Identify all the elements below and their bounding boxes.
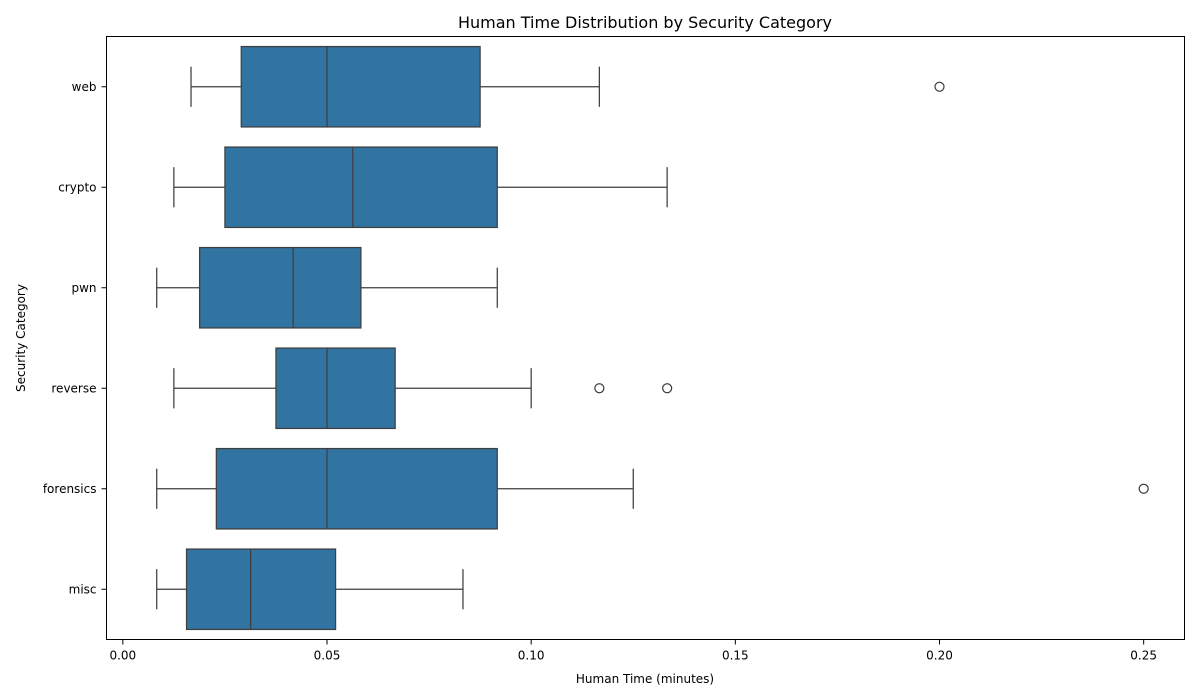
y-tick-label: web: [72, 80, 97, 94]
box-group-forensics: [156, 447, 1149, 530]
x-tick-label: 0.20: [926, 649, 953, 663]
y-tick-label: reverse: [51, 381, 96, 395]
y-tick-label: forensics: [43, 482, 97, 496]
box-iqr: [275, 347, 396, 430]
box-group-misc: [156, 548, 464, 631]
x-tick-label: 0.10: [518, 649, 545, 663]
y-axis-label: Security Category: [14, 284, 28, 392]
x-axis-label: Human Time (minutes): [576, 672, 714, 686]
box-group-crypto: [173, 146, 668, 229]
x-axis: 0.00 0.05 0.10 0.15 0.20 0.25: [109, 639, 1157, 663]
box-iqr: [198, 246, 362, 329]
y-axis: web crypto pwn reverse forensics misc: [43, 80, 107, 596]
box-group-web: [190, 45, 945, 128]
outlier-point: [1138, 483, 1149, 494]
outlier-point: [662, 383, 673, 394]
box-group-reverse: [173, 347, 673, 430]
box-iqr: [240, 45, 481, 128]
box-iqr: [185, 548, 337, 631]
box-iqr: [215, 447, 498, 530]
x-tick-label: 0.15: [722, 649, 749, 663]
y-tick-label: misc: [69, 582, 97, 596]
x-tick-label: 0.05: [314, 649, 341, 663]
outlier-point: [594, 383, 605, 394]
outlier-point: [934, 81, 945, 92]
axes-frame: [106, 36, 1185, 640]
box-iqr: [224, 146, 498, 229]
chart-title: Human Time Distribution by Security Cate…: [458, 13, 832, 32]
y-tick-label: pwn: [71, 281, 96, 295]
x-tick-label: 0.00: [109, 649, 136, 663]
x-tick-label: 0.25: [1130, 649, 1157, 663]
plot-area: [156, 45, 1149, 631]
y-tick-label: crypto: [58, 180, 96, 194]
box-group-pwn: [156, 246, 498, 329]
